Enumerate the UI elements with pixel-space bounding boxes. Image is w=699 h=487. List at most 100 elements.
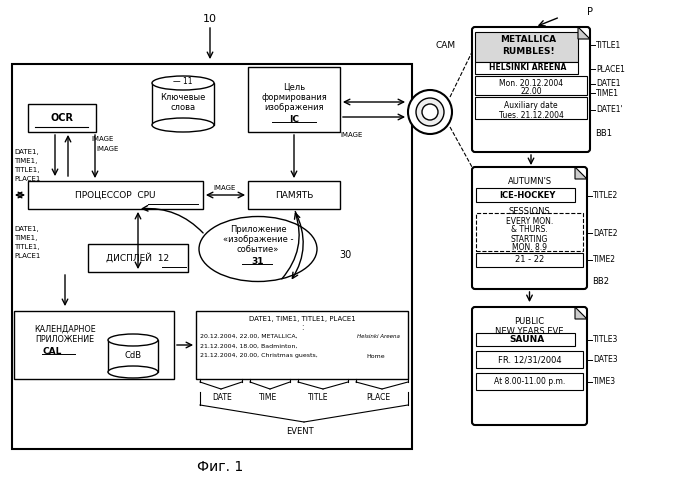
- Text: формирования: формирования: [261, 93, 327, 101]
- Text: «изображение -: «изображение -: [223, 235, 294, 244]
- Text: METALLICA: METALLICA: [500, 36, 556, 44]
- Text: EVERY MON.: EVERY MON.: [506, 217, 553, 225]
- Text: PUBLIC: PUBLIC: [514, 318, 545, 326]
- Text: IMAGE: IMAGE: [97, 146, 120, 152]
- Ellipse shape: [152, 118, 214, 132]
- Bar: [14, 311, 174, 379]
- Text: FR. 12/31/2004: FR. 12/31/2004: [498, 356, 561, 364]
- Text: 21.12.2004, 20.00, Christmas guests,: 21.12.2004, 20.00, Christmas guests,: [200, 354, 318, 358]
- Text: DATE1': DATE1': [596, 106, 623, 114]
- Text: TITLE1,: TITLE1,: [14, 244, 40, 250]
- Bar: [475, 32, 578, 62]
- Text: КАЛЕНДАРНОЕ: КАЛЕНДАРНОЕ: [34, 324, 96, 334]
- Circle shape: [416, 98, 444, 126]
- Text: изображения: изображения: [264, 102, 324, 112]
- Ellipse shape: [152, 76, 214, 90]
- Text: Auxiliary date: Auxiliary date: [504, 100, 558, 110]
- Ellipse shape: [108, 366, 158, 378]
- Text: 30: 30: [339, 250, 351, 260]
- Text: — 11: — 11: [173, 76, 193, 86]
- Text: TITLE1,: TITLE1,: [14, 167, 40, 173]
- Text: 22.00: 22.00: [520, 88, 542, 96]
- Text: SAUNA: SAUNA: [510, 336, 545, 344]
- Text: TITLE: TITLE: [308, 393, 329, 401]
- Text: STARTING: STARTING: [511, 235, 548, 244]
- Bar: [248, 181, 340, 209]
- Text: DATE1, TIME1, TITLE1, PLACE1: DATE1, TIME1, TITLE1, PLACE1: [249, 316, 355, 322]
- Text: DATE1: DATE1: [596, 79, 621, 89]
- Text: событие»: событие»: [237, 244, 279, 254]
- Text: 20.12.2004, 22.00, METALLICA,: 20.12.2004, 22.00, METALLICA,: [200, 334, 298, 338]
- Text: Приложение: Приложение: [230, 225, 287, 233]
- Text: HELSINKI AREENA: HELSINKI AREENA: [489, 63, 567, 73]
- Text: DATE: DATE: [212, 393, 232, 401]
- Bar: [475, 62, 578, 74]
- Ellipse shape: [108, 334, 158, 346]
- Bar: [476, 351, 583, 368]
- Bar: [475, 76, 587, 95]
- Text: CdB: CdB: [124, 352, 142, 360]
- Bar: [196, 311, 408, 379]
- Bar: [152, 83, 214, 125]
- Text: PLACE1: PLACE1: [14, 253, 41, 259]
- Text: MON. 8.9: MON. 8.9: [512, 243, 547, 251]
- Text: DATE3: DATE3: [593, 356, 618, 364]
- Polygon shape: [578, 27, 590, 39]
- Bar: [476, 253, 583, 267]
- Text: ICE-HOCKEY: ICE-HOCKEY: [499, 190, 556, 200]
- Text: Home: Home: [366, 354, 385, 358]
- Text: 21 - 22: 21 - 22: [515, 256, 544, 264]
- Text: PLACE: PLACE: [366, 393, 390, 401]
- Bar: [415, 99, 445, 125]
- Text: OCR: OCR: [50, 113, 73, 123]
- Ellipse shape: [199, 217, 317, 281]
- Polygon shape: [575, 167, 587, 179]
- Text: EVENT: EVENT: [286, 428, 314, 436]
- Bar: [108, 340, 158, 372]
- FancyBboxPatch shape: [472, 307, 587, 425]
- Text: Ключевые: Ключевые: [160, 93, 206, 101]
- Bar: [476, 333, 575, 346]
- Text: TITLE2: TITLE2: [593, 191, 618, 201]
- Text: RUMBLES!: RUMBLES!: [502, 48, 554, 56]
- Text: Mon. 20.12.2004: Mon. 20.12.2004: [499, 78, 563, 88]
- Circle shape: [422, 104, 438, 120]
- Bar: [475, 97, 587, 119]
- Text: ПРОЦЕССОР  CPU: ПРОЦЕССОР CPU: [75, 190, 155, 200]
- Text: DATE1,: DATE1,: [14, 226, 38, 232]
- Text: PLACE1: PLACE1: [596, 64, 625, 74]
- Text: TIME2: TIME2: [593, 256, 616, 264]
- Text: 21.12.2004, 18.00, Badminton,: 21.12.2004, 18.00, Badminton,: [200, 343, 297, 349]
- Bar: [476, 188, 575, 202]
- Bar: [476, 213, 583, 251]
- Text: AUTUMN'S: AUTUMN'S: [507, 176, 552, 186]
- Text: P: P: [587, 7, 593, 17]
- Bar: [28, 181, 203, 209]
- Text: Цель: Цель: [283, 82, 305, 92]
- FancyBboxPatch shape: [472, 167, 587, 289]
- Text: 10: 10: [203, 14, 217, 24]
- Text: TIME: TIME: [259, 393, 277, 401]
- Text: NEW YEARS EVE: NEW YEARS EVE: [496, 327, 564, 337]
- Text: DATE2: DATE2: [593, 228, 617, 238]
- Text: IMAGE: IMAGE: [341, 132, 363, 138]
- Text: DATE1,: DATE1,: [14, 149, 38, 155]
- Text: IC: IC: [289, 114, 299, 124]
- Text: Helsinki Areena: Helsinki Areena: [357, 334, 400, 338]
- Text: ДИСПЛЕЙ  12: ДИСПЛЕЙ 12: [106, 253, 170, 263]
- Text: TITLE1: TITLE1: [596, 40, 621, 50]
- Text: At 8.00-11.00 p.m.: At 8.00-11.00 p.m.: [494, 377, 565, 387]
- Text: 31: 31: [252, 257, 264, 265]
- Text: TIME1: TIME1: [596, 89, 619, 97]
- Bar: [248, 67, 340, 132]
- Polygon shape: [575, 307, 587, 319]
- Text: Tues. 21.12.2004: Tues. 21.12.2004: [498, 111, 563, 119]
- Bar: [12, 64, 412, 449]
- Text: ПРИЛОЖЕНИЕ: ПРИЛОЖЕНИЕ: [36, 335, 94, 343]
- Bar: [88, 244, 188, 272]
- Text: Фиг. 1: Фиг. 1: [197, 460, 243, 474]
- Text: TIME3: TIME3: [593, 377, 616, 387]
- Text: SESSIONS: SESSIONS: [509, 206, 550, 216]
- Text: слова: слова: [171, 104, 196, 112]
- Text: & THURS.: & THURS.: [511, 225, 548, 235]
